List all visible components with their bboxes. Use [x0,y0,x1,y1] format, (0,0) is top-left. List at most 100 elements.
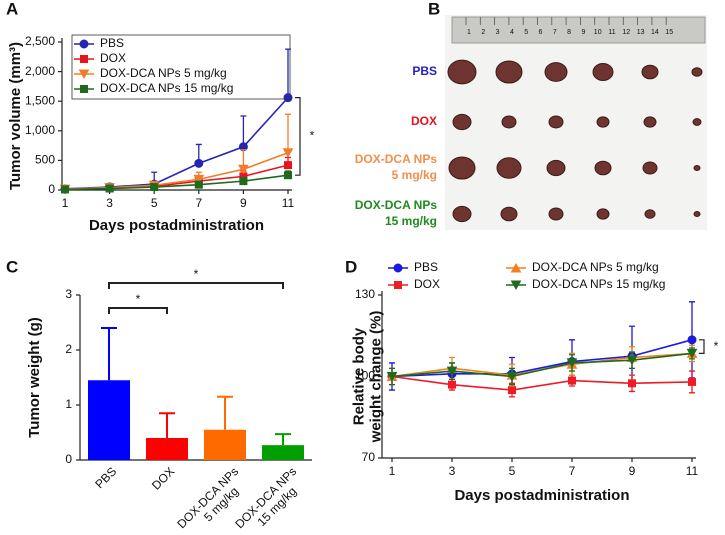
y-axis-title-line: Tumor volume (mm³) [7,42,24,190]
marker [239,177,248,186]
tumor [691,67,703,77]
x-tick-label: DOX-DCA NPs15 mg/kg [232,464,309,535]
y-tick-label: 2,000 [25,64,55,78]
x-axis-title: Days postadministration [89,217,264,234]
legend-label: PBS [100,36,124,50]
panel-label: B [428,0,440,18]
tumor [448,156,476,180]
row-label: PBS [412,64,437,78]
ruler-label: 7 [553,29,557,36]
error-bar [240,115,247,147]
y-tick-label: 130 [355,287,375,301]
significance-bracket [108,307,168,314]
x-tick-label-line: PBS [92,464,119,491]
marker [448,380,456,389]
row-label-line: 5 mg/kg [392,168,437,182]
tumor [452,205,472,223]
y-tick-label: 2,500 [25,34,55,48]
significance-bracket [108,282,284,289]
legend-label: DOX [414,277,440,291]
y-axis-title: Tumor weight (g) [26,317,43,438]
ruler-label: 15 [665,29,673,36]
y-tick-label: 0 [48,182,55,196]
ruler-label: 10 [594,29,602,36]
marker [193,174,205,185]
tumor [644,209,656,219]
tumor [495,60,523,84]
legend-marker [394,281,402,289]
error-bar [217,395,233,430]
tumor [546,159,566,177]
legend-marker [78,69,90,80]
tumor [596,116,610,128]
marker [238,164,249,175]
ruler-label: 3 [496,29,500,36]
panel-label: A [6,0,18,18]
y-tick-label: 70 [362,450,376,464]
marker [282,148,294,158]
row-label: DOX-DCA NPs 15 mg/kg [355,198,438,228]
marker [686,348,698,359]
bar [262,445,304,460]
x-tick-label: 3 [106,196,113,210]
tumor [592,63,614,81]
row-label: DOX [411,114,437,128]
y-axis-title-line: Tumor weight (g) [26,317,43,438]
error-bar [285,113,291,153]
ruler-label: 4 [510,29,514,36]
x-tick-label: 11 [282,196,295,210]
x-tick-label-line: DOX [149,464,177,492]
x-tick-label: 7 [569,464,576,478]
tumor [447,59,477,85]
marker [61,185,69,194]
y-tick-label: 1 [65,397,72,411]
x-tick-label: 5 [509,464,516,478]
marker [105,184,114,193]
y-axis-title-line: weight change (%) [367,311,384,444]
y-axis-title: Relative bodyweight change (%) [350,311,384,444]
tumor [693,164,701,172]
legend-label: DOX [100,51,126,65]
y-tick-label: 1,000 [25,123,55,137]
error-bar [275,433,291,446]
series-line [64,174,289,191]
row-label-line: DOX [411,114,437,128]
x-axis-title: Days postadministration [454,487,629,504]
legend-marker [510,262,522,273]
tumor [641,64,659,80]
tumor [643,116,657,128]
legend-label: DOX-DCA NPs 5 mg/kg [100,66,227,80]
series-line [391,375,693,391]
tumor [500,206,518,222]
y-tick-label: 500 [35,153,55,167]
tumor [642,161,658,175]
x-tick-label: DOX [149,464,177,492]
row-label: DOX-DCA NPs 5 mg/kg [355,152,438,182]
x-tick-label: 1 [389,464,396,478]
marker [566,358,578,368]
marker [626,355,638,366]
legend-marker [79,39,89,49]
marker [506,372,518,382]
x-tick-label: 7 [195,196,202,210]
x-tick-label: 9 [240,196,247,210]
marker [150,183,159,192]
marker [194,158,204,168]
y-tick-label: 1,500 [25,93,55,107]
ruler-label: 14 [651,29,659,36]
significance-mark: * [310,129,315,143]
series-line [64,97,289,190]
y-tick-label: 0 [65,452,72,466]
x-tick-label: 1 [62,196,69,210]
bar [204,429,246,460]
ruler [451,16,706,44]
legend-label: DOX-DCA NPs 5 mg/kg [532,260,659,274]
tumor [594,160,612,176]
significance-bracket [295,97,301,176]
x-tick-label: 5 [151,196,158,210]
photo [445,15,707,230]
panel-label: D [345,257,357,276]
ruler-label: 2 [481,29,485,36]
tumor [596,208,610,220]
ruler-label: 6 [539,29,543,36]
